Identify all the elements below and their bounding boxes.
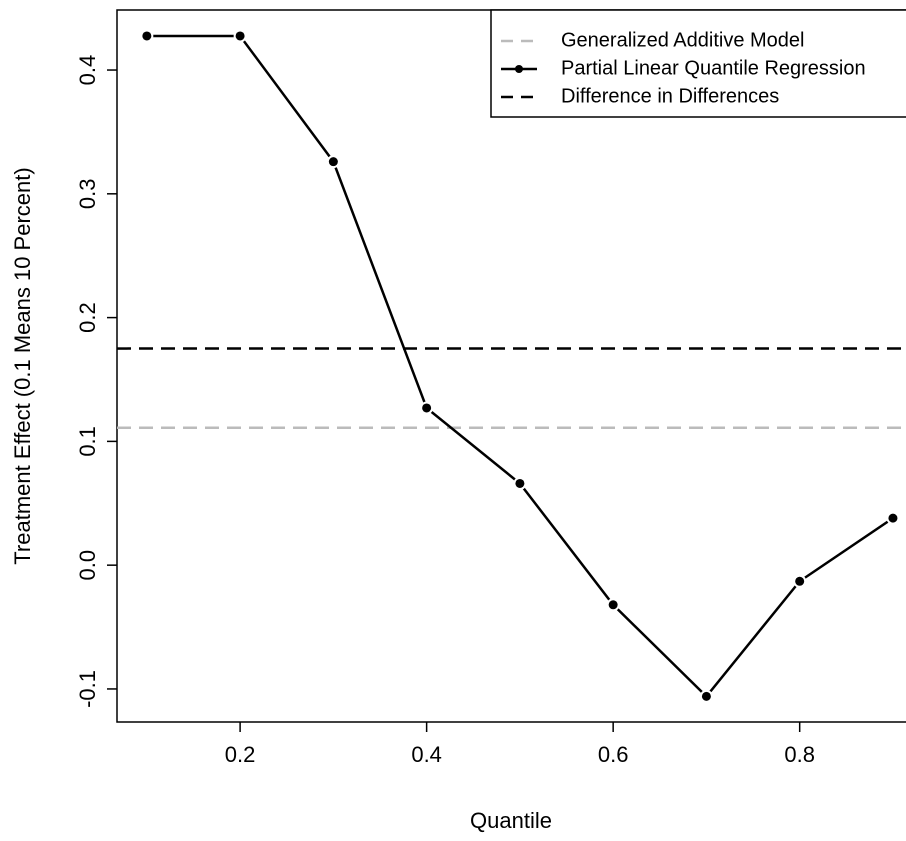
x-axis-label: Quantile: [470, 808, 552, 833]
legend-label: Generalized Additive Model: [561, 29, 804, 51]
data-point: [140, 29, 154, 43]
data-point: [886, 511, 900, 525]
legend-label: Difference in Differences: [561, 85, 779, 107]
y-tick-label: 0.1: [75, 426, 100, 457]
x-tick-label: 0.2: [225, 742, 256, 767]
x-tick-label: 0.4: [411, 742, 442, 767]
data-point: [606, 598, 620, 612]
y-tick-label: 0.2: [75, 302, 100, 333]
y-tick-label: 0.0: [75, 550, 100, 581]
y-tick-label: 0.4: [75, 55, 100, 86]
data-point: [699, 689, 713, 703]
data-point: [793, 574, 807, 588]
legend-label: Partial Linear Quantile Regression: [561, 57, 866, 79]
y-tick-label: 0.3: [75, 179, 100, 210]
x-tick-label: 0.6: [598, 742, 629, 767]
x-tick-label: 0.8: [784, 742, 815, 767]
y-axis-label: Treatment Effect (0.1 Means 10 Percent): [10, 167, 35, 564]
legend-marker: [515, 65, 523, 73]
legend-box: [490, 9, 906, 118]
data-point: [233, 29, 247, 43]
y-tick-label: -0.1: [75, 670, 100, 708]
data-point: [513, 476, 527, 490]
data-point: [326, 155, 340, 169]
series-line: [146, 34, 894, 699]
data-point: [420, 401, 434, 415]
